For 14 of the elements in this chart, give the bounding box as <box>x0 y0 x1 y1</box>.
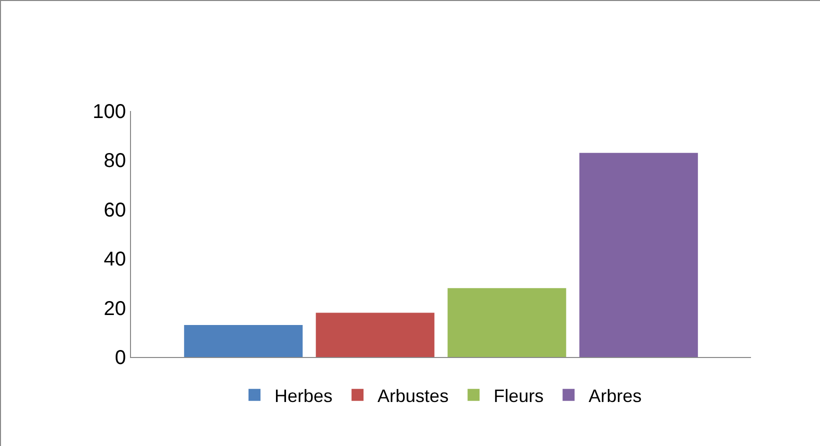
y-tick-label: 60 <box>104 199 126 222</box>
legend-label: Fleurs <box>494 386 544 406</box>
bar <box>448 288 566 357</box>
bar <box>316 312 434 357</box>
y-tick-label: 20 <box>104 298 126 320</box>
y-tick-label: 0 <box>114 347 126 369</box>
legend-label: Herbes <box>274 386 333 406</box>
legend-label: Arbustes <box>378 386 449 406</box>
legend-label: Arbres <box>588 386 642 406</box>
bar <box>184 325 303 357</box>
y-tick-label: 40 <box>104 248 126 271</box>
bar <box>579 152 698 357</box>
y-tick-label: 100 <box>92 101 126 123</box>
y-tick-label: 80 <box>104 150 126 172</box>
